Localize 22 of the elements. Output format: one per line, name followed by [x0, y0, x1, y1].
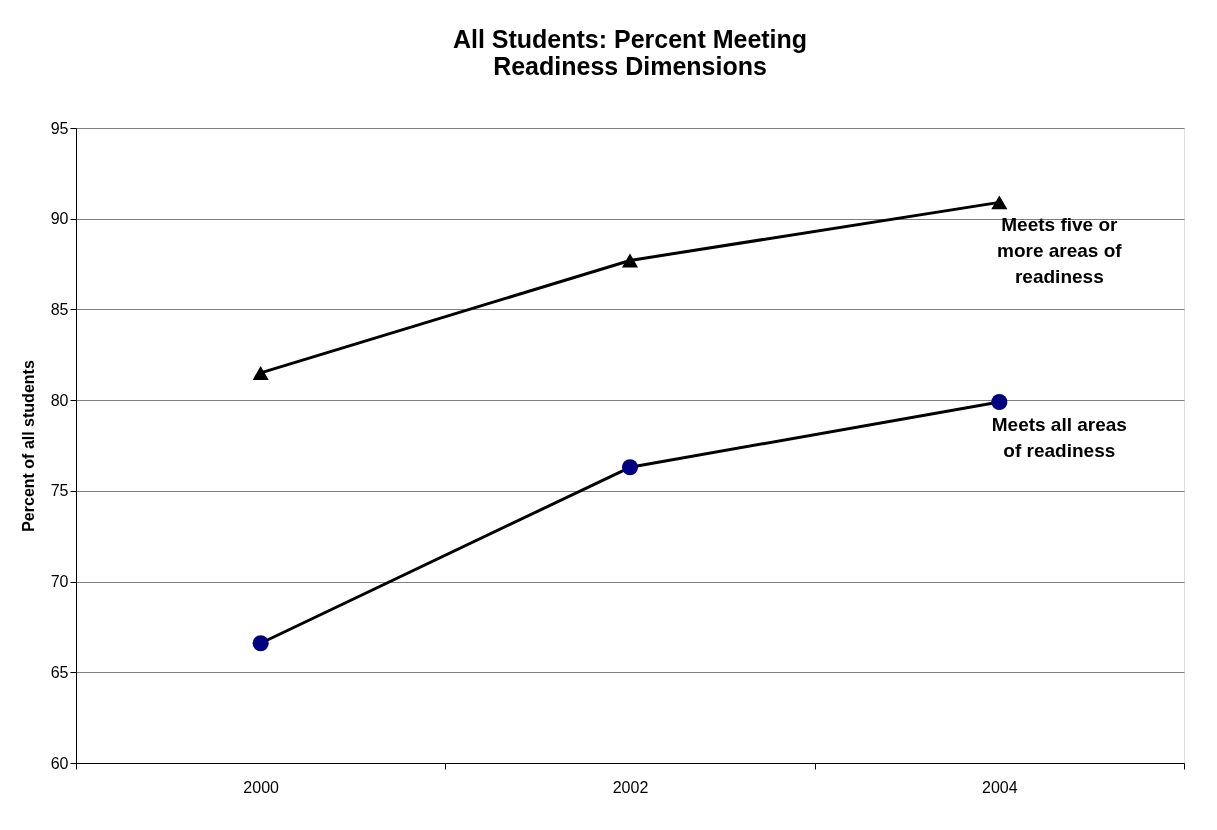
y-tick-label: 75 [50, 482, 69, 500]
x-tick-label: 2000 [243, 778, 280, 796]
point [621, 459, 639, 476]
y-tick-label: 90 [50, 210, 69, 228]
series-label: Meets all areas of readiness [991, 413, 1127, 461]
point [991, 393, 1008, 410]
y-tick-label: 80 [50, 391, 69, 409]
y-tick-label: 65 [50, 663, 69, 681]
x-tick-label: 2004 [982, 778, 1018, 796]
point [252, 635, 269, 652]
point [252, 365, 269, 380]
point [991, 195, 1008, 210]
series-label: Meets five or more areas of readiness [997, 214, 1123, 288]
y-tick-label: 70 [50, 573, 69, 591]
text: All Students: Percent Meeting [452, 25, 808, 53]
y-tick-label: 95 [50, 119, 69, 137]
y-tick-label: 85 [50, 300, 69, 318]
y-axis-title: Percent of all students [19, 360, 37, 532]
point [621, 253, 639, 268]
x-tick-label: 2002 [612, 778, 649, 796]
text: Readiness Dimensions [493, 52, 767, 80]
y-tick-label: 60 [50, 754, 69, 772]
